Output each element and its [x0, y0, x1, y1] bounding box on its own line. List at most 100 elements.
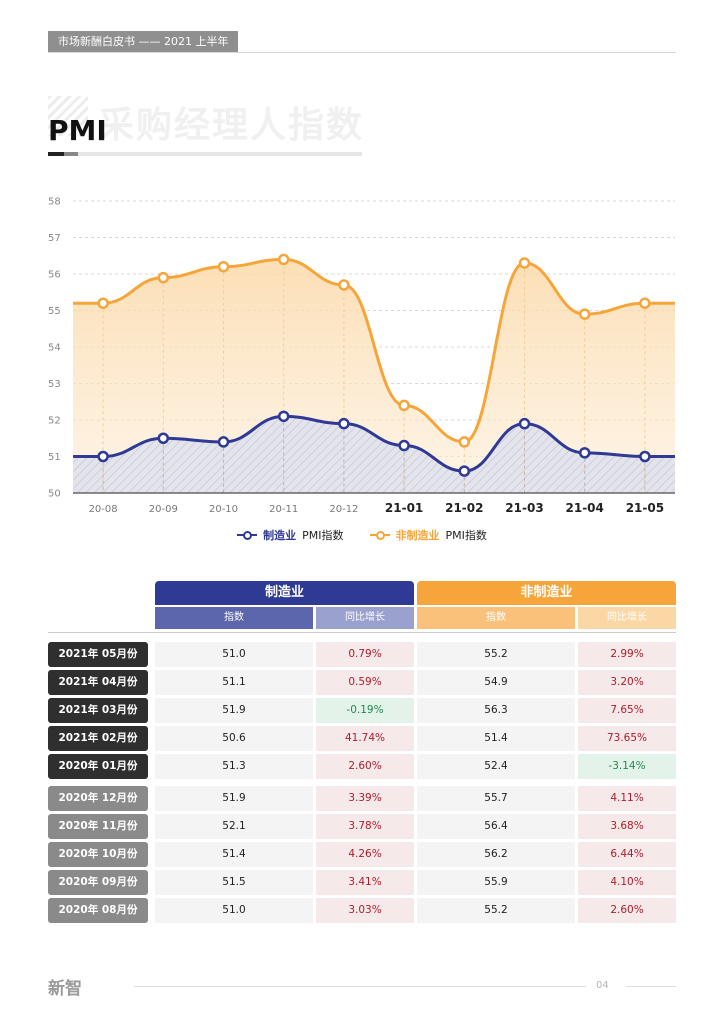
index-cell: 51.3 — [155, 754, 313, 779]
hatch-decoration — [48, 96, 88, 136]
row-label: 2020年 12月份 — [48, 786, 148, 811]
yoy-cell: 6.44% — [578, 842, 676, 867]
yoy-cell: 3.41% — [316, 870, 414, 895]
index-cell: 55.2 — [417, 642, 575, 667]
table-divider — [48, 632, 676, 633]
y-tick-label: 54 — [48, 343, 61, 354]
legend-item: 制造业 PMI指数 — [237, 527, 344, 543]
table-row: 2021年 03月份 51.9 -0.19% 56.3 7.65% — [48, 698, 676, 723]
yoy-cell: 4.26% — [316, 842, 414, 867]
x-tick-label: 21-01 — [385, 501, 423, 515]
legend-item: 非制造业 PMI指数 — [369, 527, 487, 543]
row-label: 2021年 05月份 — [48, 642, 148, 667]
row-label: 2020年 10月份 — [48, 842, 148, 867]
yoy-cell: 73.65% — [578, 726, 676, 751]
column-header-yoy: 同比增长 — [578, 607, 676, 629]
mfg-point — [157, 432, 170, 444]
x-tick-label: 21-03 — [505, 501, 543, 515]
column-header-index: 指数 — [417, 607, 575, 629]
legend-series-suffix: PMI指数 — [302, 529, 344, 542]
x-tick-label: 21-05 — [626, 501, 664, 515]
index-cell: 55.7 — [417, 786, 575, 811]
legend-marker-icon — [369, 530, 390, 540]
index-cell: 51.9 — [155, 698, 313, 723]
y-tick-label: 51 — [48, 452, 61, 463]
index-cell: 52.1 — [155, 814, 313, 839]
mfg-point — [97, 450, 109, 463]
row-label: 2021年 03月份 — [48, 698, 148, 723]
yoy-cell: 4.11% — [578, 786, 676, 811]
y-tick-label: 52 — [48, 416, 61, 427]
group-title: 制造业 — [155, 581, 414, 605]
mfg-header-group: 制造业 指数 同比增长 — [155, 581, 414, 629]
yoy-cell: 2.99% — [578, 642, 676, 667]
index-cell: 56.4 — [417, 814, 575, 839]
yoy-cell: 41.74% — [316, 726, 414, 751]
yoy-cell: 0.59% — [316, 670, 414, 695]
mfg-point — [398, 439, 410, 452]
title-underline-light — [78, 152, 362, 156]
x-tick-label: 20-09 — [149, 504, 178, 515]
table-row: 2020年 11月份 52.1 3.78% 56.4 3.68% — [48, 814, 676, 839]
table-row: 2021年 02月份 50.6 41.74% 51.4 73.65% — [48, 726, 676, 751]
mfg-point — [578, 447, 591, 459]
mfg-point — [639, 450, 651, 463]
index-cell: 51.4 — [417, 726, 575, 751]
table-row: 2020年 10月份 51.4 4.26% 56.2 6.44% — [48, 842, 676, 867]
pmi-chart: 50 51 52 53 54 55 56 57 58 20-08 20-09 20-10 20-11 20… — [48, 197, 675, 515]
y-tick-label: 50 — [48, 489, 61, 500]
mfg-point — [518, 417, 531, 430]
footer-divider — [134, 986, 586, 987]
yoy-cell: 3.68% — [578, 814, 676, 839]
table-row: 2020年 12月份 51.9 3.39% 55.7 4.11% — [48, 786, 676, 811]
mfg-point — [338, 417, 350, 430]
y-tick-label: 56 — [48, 270, 61, 281]
page-number: 04 — [596, 980, 609, 991]
index-cell: 51.1 — [155, 670, 313, 695]
x-tick-label: 21-04 — [566, 501, 604, 515]
index-cell: 51.0 — [155, 898, 313, 923]
index-cell: 56.2 — [417, 842, 575, 867]
legend-marker-icon — [237, 530, 258, 540]
x-tick-label: 21-02 — [445, 501, 483, 515]
nonmfg-point — [338, 279, 350, 291]
yoy-cell: 3.03% — [316, 898, 414, 923]
x-tick-label: 20-10 — [209, 504, 238, 515]
nonmfg-point — [398, 399, 410, 412]
header-divider — [48, 52, 676, 53]
mfg-point — [458, 465, 471, 477]
row-label: 2020年 01月份 — [48, 754, 148, 779]
nonmfg-header-group: 非制造业 指数 同比增长 — [417, 581, 676, 629]
nonmfg-point — [518, 257, 531, 269]
footer-logo: 新智 — [48, 979, 82, 999]
index-cell: 51.0 — [155, 642, 313, 667]
section-watermark-title: 采购经理人指数 — [98, 105, 365, 146]
index-cell: 54.9 — [417, 670, 575, 695]
yoy-cell: 3.78% — [316, 814, 414, 839]
index-cell: 50.6 — [155, 726, 313, 751]
nonmfg-point — [578, 308, 591, 320]
index-cell: 51.5 — [155, 870, 313, 895]
nonmfg-point — [217, 260, 230, 273]
header-tag: 市场新酬白皮书 —— 2021 上半年 — [48, 31, 239, 53]
yoy-cell: 7.65% — [578, 698, 676, 723]
section-heading: 采购经理人指数 PMI — [48, 94, 378, 164]
nonmfg-point — [277, 253, 290, 266]
row-label: 2020年 09月份 — [48, 870, 148, 895]
table-row: 2020年 01月份 51.3 2.60% 52.4 -3.14% — [48, 754, 676, 779]
x-tick-label: 20-11 — [269, 504, 298, 515]
title-underline-dark — [48, 152, 64, 156]
footer-divider-right — [626, 986, 676, 987]
nonmfg-point — [639, 297, 651, 309]
y-tick-label: 55 — [48, 306, 61, 317]
y-tick-label: 57 — [48, 233, 61, 244]
index-cell: 51.9 — [155, 786, 313, 811]
table-row: 2021年 04月份 51.1 0.59% 54.9 3.20% — [48, 670, 676, 695]
legend-series-name: 非制造业 — [395, 529, 440, 542]
row-label: 2021年 02月份 — [48, 726, 148, 751]
table-row: 2020年 09月份 51.5 3.41% 55.9 4.10% — [48, 870, 676, 895]
row-label: 2020年 11月份 — [48, 814, 148, 839]
index-cell: 51.4 — [155, 842, 313, 867]
yoy-cell: 4.10% — [578, 870, 676, 895]
table-row: 2021年 05月份 51.0 0.79% 55.2 2.99% — [48, 642, 676, 667]
